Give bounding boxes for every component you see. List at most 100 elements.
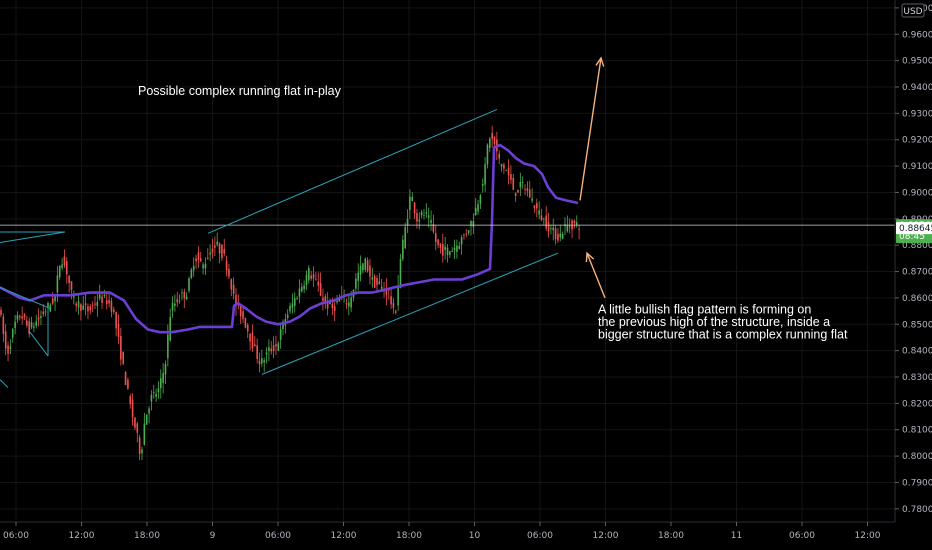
candle-body <box>390 296 392 305</box>
candle-body <box>449 251 451 255</box>
candle-body <box>503 164 505 169</box>
candle-body <box>474 207 477 216</box>
candle-body <box>310 275 312 279</box>
candle-body <box>364 258 367 270</box>
currency-badge[interactable]: USD <box>901 3 925 18</box>
candle-body <box>216 241 218 245</box>
candle-body <box>136 423 139 433</box>
x-tick-label: 06:00 <box>3 531 29 541</box>
candle-body <box>427 215 430 218</box>
candle-body <box>413 202 416 214</box>
arrow-head <box>585 251 595 263</box>
candle-body <box>33 326 35 328</box>
candle-body <box>26 320 28 326</box>
candle-body <box>54 295 56 302</box>
candle-body <box>418 219 421 222</box>
candle-body <box>420 211 423 216</box>
candle-body <box>432 224 435 232</box>
candle-body <box>270 348 273 352</box>
candle-body <box>566 224 569 232</box>
candle-body <box>0 309 2 316</box>
candle-body <box>359 265 362 275</box>
candle-body <box>169 317 171 341</box>
x-tick-label: 9 <box>210 531 216 541</box>
candle-body <box>552 227 555 231</box>
arrow-shaft[interactable] <box>586 252 606 299</box>
candle-body <box>28 321 30 334</box>
candle-body <box>4 331 7 349</box>
candle-body <box>230 279 233 290</box>
candle-body <box>35 321 38 326</box>
candle-body <box>256 345 258 359</box>
candle-body <box>296 298 298 300</box>
candle-body <box>465 233 468 235</box>
candle-body <box>430 220 432 224</box>
candle-body <box>14 321 16 329</box>
candle-body <box>98 294 101 299</box>
candle-body <box>214 245 216 248</box>
candle-body <box>333 306 336 311</box>
candle-body <box>40 315 42 318</box>
candle-body <box>387 289 390 291</box>
channel-trendline[interactable] <box>207 108 498 234</box>
candle-body <box>152 392 155 393</box>
candle-body <box>345 303 348 305</box>
time-axis[interactable]: 06:00 12:00 18:00 9 06:00 12:00 18:00 10 06:00 12… <box>3 522 881 541</box>
x-tick-label: 12:00 <box>855 531 881 541</box>
candle-body <box>124 372 127 386</box>
x-tick-label: 12:00 <box>331 531 357 541</box>
candle-body <box>373 275 376 288</box>
candle-body <box>331 304 334 309</box>
candle-body <box>291 303 294 308</box>
candle-body <box>378 281 381 285</box>
candle-body <box>298 288 301 297</box>
marker-price-badge <box>896 222 932 235</box>
candle-body <box>416 212 418 222</box>
countdown-label: 08:45 <box>899 232 925 242</box>
x-tick-label: 06:00 <box>789 531 815 541</box>
candle-body <box>326 300 329 309</box>
candle-body <box>446 247 449 256</box>
trendline[interactable] <box>0 286 51 309</box>
candle-body <box>87 306 89 312</box>
candle-body <box>357 272 359 281</box>
candle-body <box>277 343 280 351</box>
x-tick-label: 11 <box>731 531 742 541</box>
candle-body <box>411 196 414 202</box>
candle-body <box>242 311 244 319</box>
candle-body <box>61 264 63 268</box>
trendline[interactable] <box>29 331 49 357</box>
candle-body <box>376 278 378 286</box>
candle-body <box>395 311 397 313</box>
candle-body <box>207 257 209 260</box>
arrow-shaft[interactable] <box>579 57 602 201</box>
indicator-layer <box>0 143 579 334</box>
candle-body <box>521 182 524 183</box>
candle-body <box>282 321 284 329</box>
candle-body <box>514 192 517 196</box>
candle-body <box>7 345 9 354</box>
candle-body <box>9 346 12 350</box>
candle-body <box>442 243 444 256</box>
candle-body <box>157 388 160 393</box>
candle-body <box>176 299 179 303</box>
trendline[interactable] <box>0 379 9 388</box>
candle-body <box>195 258 197 262</box>
currency-label: USD <box>903 7 922 17</box>
candle-body <box>101 296 103 303</box>
candle-body <box>293 298 296 307</box>
channel-trendline[interactable] <box>261 252 559 375</box>
trendline[interactable] <box>0 231 66 244</box>
candle-body <box>385 288 388 295</box>
candle-body <box>444 246 446 250</box>
candle-body <box>261 358 263 364</box>
candle-body <box>42 311 45 315</box>
candle-body <box>171 302 174 311</box>
